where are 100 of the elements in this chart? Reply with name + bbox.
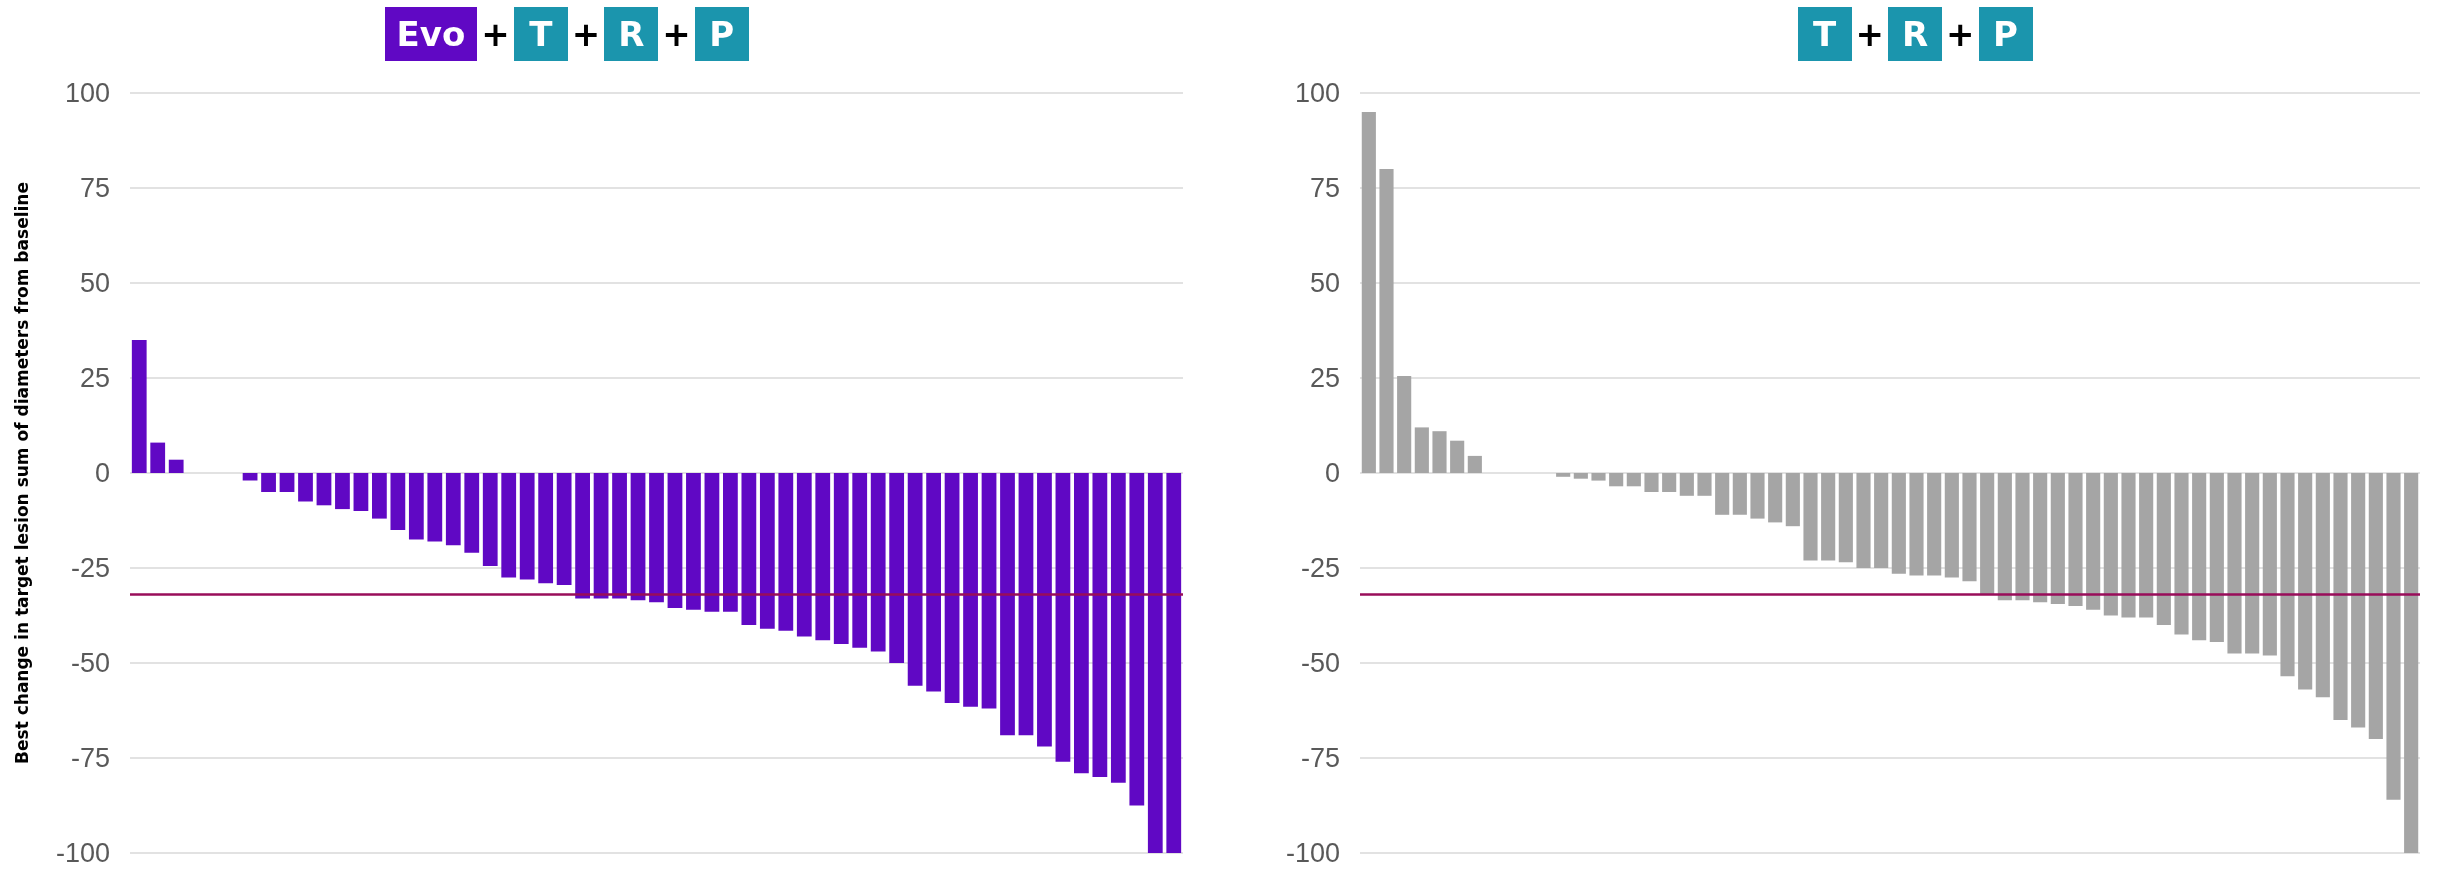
bar bbox=[963, 473, 978, 707]
bar bbox=[2209, 473, 2224, 643]
bar bbox=[741, 473, 757, 625]
y-tick-label: -25 bbox=[70, 553, 110, 583]
bar bbox=[501, 473, 517, 578]
bar bbox=[2351, 473, 2366, 728]
bar bbox=[1432, 431, 1447, 473]
bar bbox=[2050, 473, 2065, 605]
bar bbox=[778, 473, 794, 631]
bar bbox=[2121, 473, 2136, 618]
bar bbox=[1644, 473, 1659, 492]
bar bbox=[1662, 473, 1677, 492]
bar bbox=[759, 473, 775, 629]
bar bbox=[1018, 473, 1034, 736]
y-tick-label: -25 bbox=[1300, 553, 1340, 583]
bar bbox=[833, 473, 849, 644]
bar bbox=[150, 442, 166, 473]
bar bbox=[1037, 473, 1052, 747]
bar bbox=[538, 473, 554, 584]
bar bbox=[575, 473, 590, 599]
bar bbox=[981, 473, 997, 709]
bar bbox=[464, 473, 480, 553]
bar bbox=[1697, 473, 1712, 496]
bar bbox=[2333, 473, 2348, 720]
bar bbox=[1715, 473, 1730, 515]
bar bbox=[1414, 427, 1429, 473]
bar bbox=[1750, 473, 1765, 519]
bar bbox=[1361, 112, 1376, 473]
bar bbox=[2404, 473, 2419, 853]
bar bbox=[593, 473, 609, 599]
bar bbox=[1732, 473, 1747, 515]
bar bbox=[870, 473, 886, 652]
y-tick-label: 75 bbox=[1309, 173, 1340, 203]
bar bbox=[1768, 473, 1783, 523]
bar bbox=[316, 473, 332, 506]
bar bbox=[1909, 473, 1924, 576]
bar bbox=[279, 473, 295, 492]
bar bbox=[1467, 455, 1482, 473]
bar bbox=[944, 473, 960, 703]
bar bbox=[427, 473, 443, 542]
bar bbox=[1626, 473, 1641, 487]
bar bbox=[2086, 473, 2101, 610]
bar bbox=[298, 473, 313, 502]
bar bbox=[408, 473, 424, 540]
bar bbox=[1679, 473, 1694, 496]
bar bbox=[1573, 473, 1588, 479]
bar bbox=[723, 473, 738, 612]
bar bbox=[1980, 473, 1995, 595]
bar bbox=[1962, 473, 1977, 582]
y-tick-label: -75 bbox=[70, 743, 110, 773]
bar bbox=[1556, 473, 1571, 477]
bar bbox=[630, 473, 646, 601]
chart-title: T + R + P bbox=[1811, 13, 2019, 56]
bar bbox=[815, 473, 831, 641]
y-tick-label: 0 bbox=[1324, 458, 1340, 488]
bar bbox=[2103, 473, 2118, 616]
bar bbox=[1379, 169, 1394, 473]
bar bbox=[2298, 473, 2313, 690]
bar bbox=[2015, 473, 2030, 601]
bar bbox=[2262, 473, 2277, 656]
y-tick-label: -75 bbox=[1300, 743, 1340, 773]
bar bbox=[1927, 473, 1942, 576]
bar bbox=[926, 473, 941, 692]
chart-title: Evo + T + R + P bbox=[395, 13, 736, 56]
bar bbox=[1397, 376, 1412, 473]
bar bbox=[2227, 473, 2242, 654]
bar bbox=[1055, 473, 1071, 762]
bar bbox=[1997, 473, 2012, 601]
bar bbox=[1147, 473, 1163, 853]
bar bbox=[2280, 473, 2295, 677]
bar bbox=[2139, 473, 2154, 618]
bar bbox=[556, 473, 572, 586]
bar bbox=[1944, 473, 1959, 578]
y-tick-label: 0 bbox=[94, 458, 110, 488]
bar bbox=[889, 473, 905, 663]
y-tick-label: 100 bbox=[1294, 78, 1340, 108]
bar bbox=[1856, 473, 1871, 568]
bar bbox=[335, 473, 350, 510]
bar bbox=[519, 473, 535, 580]
bar bbox=[1785, 473, 1800, 527]
bar bbox=[2315, 473, 2330, 698]
bar bbox=[1803, 473, 1818, 561]
bar bbox=[704, 473, 720, 612]
bar bbox=[686, 473, 701, 610]
y-tick-label: -50 bbox=[1300, 648, 1340, 678]
bar bbox=[168, 459, 184, 473]
bar bbox=[1450, 440, 1465, 473]
bar bbox=[1166, 473, 1182, 853]
y-tick-label: 25 bbox=[1309, 363, 1340, 393]
bar bbox=[2068, 473, 2083, 606]
bar bbox=[131, 340, 147, 473]
y-tick-label: 25 bbox=[79, 363, 110, 393]
bar bbox=[667, 473, 683, 608]
bar bbox=[2386, 473, 2401, 800]
bar bbox=[1838, 473, 1853, 563]
y-tick-label: -100 bbox=[55, 838, 110, 868]
bar bbox=[372, 473, 387, 519]
bar bbox=[852, 473, 868, 648]
bar bbox=[1821, 473, 1836, 561]
bar bbox=[612, 473, 627, 599]
